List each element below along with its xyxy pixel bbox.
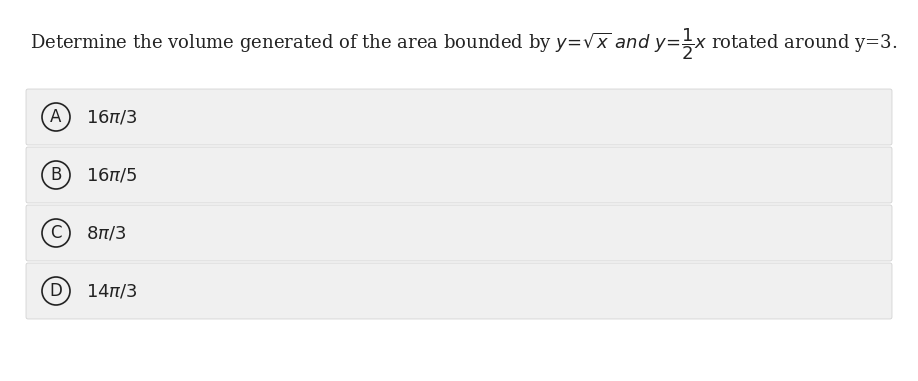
Text: B: B [50, 166, 62, 184]
Text: $16\pi/3$: $16\pi/3$ [86, 108, 138, 126]
Circle shape [42, 277, 70, 305]
Circle shape [42, 161, 70, 189]
Text: C: C [50, 224, 62, 242]
FancyBboxPatch shape [26, 147, 892, 203]
Text: Determine the volume generated of the area bounded by $y\!=\!\sqrt{x}$ $\it{and}: Determine the volume generated of the ar… [30, 26, 897, 62]
Circle shape [42, 103, 70, 131]
Text: A: A [50, 108, 62, 126]
Text: D: D [50, 282, 62, 300]
FancyBboxPatch shape [26, 205, 892, 261]
Circle shape [42, 219, 70, 247]
Text: $14\pi/3$: $14\pi/3$ [86, 282, 138, 300]
Text: $8\pi/3$: $8\pi/3$ [86, 224, 127, 242]
Text: $16\pi/5$: $16\pi/5$ [86, 166, 138, 184]
FancyBboxPatch shape [26, 263, 892, 319]
FancyBboxPatch shape [26, 89, 892, 145]
